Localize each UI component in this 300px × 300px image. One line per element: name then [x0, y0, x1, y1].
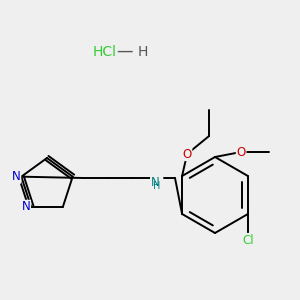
Text: N: N	[22, 200, 31, 213]
Text: HCl: HCl	[93, 45, 117, 59]
Text: O: O	[182, 148, 192, 160]
Text: N: N	[12, 170, 21, 183]
Text: —: —	[117, 42, 133, 60]
Text: O: O	[236, 146, 246, 158]
Text: H: H	[153, 181, 161, 191]
Text: N: N	[151, 176, 159, 188]
Text: Cl: Cl	[242, 233, 254, 247]
Text: H: H	[138, 45, 148, 59]
